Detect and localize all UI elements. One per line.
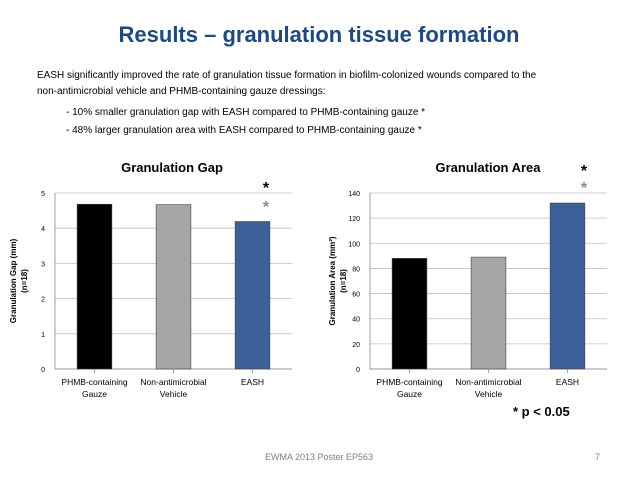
y-tick-label: 3: [41, 261, 45, 268]
bar: [391, 258, 428, 370]
y-tick-label: 140: [348, 191, 360, 198]
x-tick-label: Non-antimicrobial: [455, 377, 521, 387]
granulation-gap-chart: Granulation Gap 0 1 2 3 4 5 PHMB-containing Gauz…: [9, 160, 292, 399]
y-axis-label: Granulation Area (mm²): [328, 236, 337, 325]
bullet-list: 10% smaller granulation gap with EASH co…: [66, 104, 425, 140]
significance-star: *: [263, 180, 270, 197]
y-tick-label: 0: [41, 367, 45, 374]
significance-star: *: [581, 180, 588, 197]
x-tick-label: Gauze: [397, 389, 422, 399]
bullet-item: 10% smaller granulation gap with EASH co…: [66, 104, 425, 122]
bar: [76, 203, 113, 370]
x-tick-label: PHMB-containing: [376, 377, 442, 387]
significance-star: *: [581, 163, 588, 180]
significance-note: * p < 0.05: [513, 404, 570, 419]
y-tick-label: 2: [41, 297, 45, 304]
intro-line-2: non-antimicrobial vehicle and PHMB-conta…: [37, 86, 326, 97]
y-tick-label: 20: [352, 342, 360, 349]
significance-star: *: [263, 199, 270, 216]
intro-line-1: EASH significantly improved the rate of …: [37, 70, 537, 81]
y-axis-label-sub: (n=18): [20, 269, 29, 293]
bar: [549, 202, 586, 370]
y-tick-label: 80: [352, 266, 360, 273]
y-axis-label-sub: (n=18): [339, 269, 348, 293]
x-tick-label: EASH: [241, 377, 264, 387]
y-tick-label: 5: [41, 191, 45, 198]
x-tick-label: Gauze: [82, 389, 107, 399]
bullet-item: 48% larger granulation area with EASH co…: [66, 122, 425, 140]
y-tick-label: 0: [356, 367, 360, 374]
intro-text: EASH significantly improved the rate of …: [37, 68, 617, 100]
y-tick-label: 40: [352, 317, 360, 324]
x-tick-label: Non-antimicrobial: [140, 377, 206, 387]
slide-title: Results – granulation tissue formation: [118, 22, 520, 47]
page-number: 7: [595, 452, 601, 462]
bar: [155, 204, 192, 370]
bar: [234, 221, 271, 370]
x-tick-label: PHMB-containing: [61, 377, 127, 387]
x-tick-label: EASH: [556, 377, 579, 387]
x-tick-label: Vehicle: [475, 389, 503, 399]
bar: [470, 256, 507, 370]
chart-title: Granulation Gap: [121, 160, 223, 175]
x-tick-label: Vehicle: [160, 389, 188, 399]
granulation-area-chart: Granulation Area 0 20 40 60 80 100 120 140 PHMB-c…: [328, 160, 607, 399]
y-tick-label: 100: [348, 241, 360, 248]
y-axis-label: Granulation Gap (mm): [9, 238, 18, 323]
footer-text: EWMA 2013 Poster EP563: [264, 452, 374, 462]
chart-title: Granulation Area: [436, 160, 542, 175]
y-tick-label: 4: [41, 226, 45, 233]
y-tick-label: 60: [352, 292, 360, 299]
y-tick-label: 120: [348, 216, 360, 223]
y-tick-label: 1: [41, 332, 45, 339]
